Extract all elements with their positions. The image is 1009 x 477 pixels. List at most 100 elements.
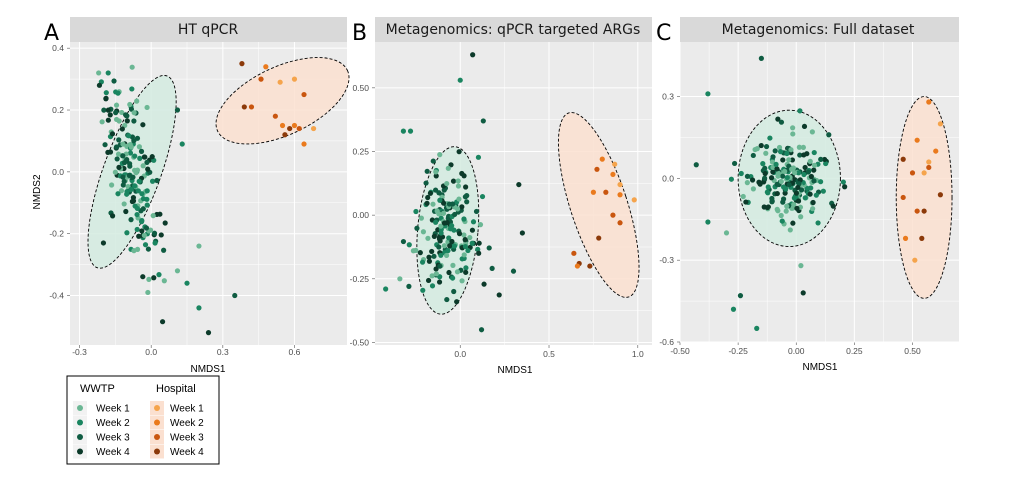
wwtp-point (470, 52, 476, 58)
wwtp-point (410, 248, 417, 254)
wwtp-point (778, 212, 784, 219)
wwtp-point (789, 157, 796, 163)
wwtp-point (119, 126, 125, 132)
wwtp-point (113, 110, 119, 116)
wwtp-point (127, 101, 133, 108)
wwtp-point (121, 178, 127, 185)
wwtp-point (441, 220, 447, 226)
wwtp-point (790, 125, 796, 131)
hospital-point (937, 121, 944, 127)
wwtp-point (131, 118, 137, 124)
wwtp-point (475, 154, 482, 160)
wwtp-point (450, 262, 456, 268)
panel-c-xlabel: NMDS1 (802, 362, 837, 373)
panel-c-title: Metagenomics: Full dataset (722, 22, 915, 38)
wwtp-point (141, 232, 147, 238)
wwtp-point (179, 141, 185, 147)
panel-b-plot-area: 0.0 0.5 1.0 -0.50 -0.25 0.00 0.25 0.50 (350, 42, 652, 359)
wwtp-point (131, 138, 137, 144)
wwtp-point (764, 204, 771, 211)
panel-c-letter: C (656, 21, 671, 46)
wwtp-point (105, 107, 111, 113)
wwtp-point (826, 132, 832, 138)
wwtp-point (124, 118, 130, 124)
wwtp-point (810, 199, 816, 206)
wwtp-point (802, 164, 808, 171)
wwtp-point (431, 233, 437, 239)
wwtp-point (138, 148, 145, 154)
x-tick-label: 0.5 (543, 349, 555, 359)
hospital-point (610, 171, 616, 178)
x-tick-label: 0.0 (454, 349, 466, 359)
wwtp-point (479, 193, 486, 200)
wwtp-point (120, 174, 126, 180)
wwtp-point (461, 216, 467, 222)
x-tick-label: -0.25 (728, 346, 748, 356)
wwtp-point (808, 173, 814, 180)
hospital-point (301, 91, 307, 98)
hospital-ellipse (895, 96, 953, 299)
wwtp-point (808, 185, 814, 191)
wwtp-point (109, 213, 116, 219)
wwtp-point (776, 144, 783, 151)
wwtp-point (142, 154, 148, 160)
wwtp-point (145, 166, 151, 172)
wwtp-point (462, 243, 469, 250)
wwtp-point (131, 167, 138, 173)
wwtp-point (774, 166, 780, 172)
wwtp-point (433, 173, 439, 179)
wwtp-point (127, 161, 133, 167)
legend-wwtp-label: Week 1 (96, 404, 130, 415)
wwtp-point (429, 248, 435, 255)
hospital-point (258, 76, 264, 82)
panel-b-xlabel: NMDS1 (497, 365, 532, 376)
wwtp-point (134, 226, 140, 233)
wwtp-point (778, 178, 784, 185)
y-tick-label: -0.3 (659, 255, 674, 265)
wwtp-point (481, 281, 487, 287)
wwtp-point (818, 156, 824, 162)
wwtp-point (109, 131, 116, 137)
wwtp-point (139, 218, 145, 224)
wwtp-point (821, 156, 828, 163)
wwtp-point (96, 70, 102, 76)
x-tick-label: 0.25 (846, 346, 863, 356)
wwtp-point (438, 223, 444, 229)
wwtp-point (763, 143, 770, 150)
wwtp-point (760, 161, 766, 167)
wwtp-point (158, 232, 164, 238)
wwtp-point (801, 152, 807, 158)
hospital-point (596, 235, 602, 241)
hospital-point (921, 208, 927, 214)
wwtp-point (790, 131, 796, 137)
wwtp-point (129, 86, 135, 92)
wwtp-point (813, 192, 819, 198)
wwtp-point (430, 158, 436, 164)
wwtp-point (137, 155, 143, 161)
wwtp-point (418, 215, 424, 221)
wwtp-point (798, 214, 804, 220)
wwtp-point (749, 177, 756, 183)
legend-hospital-marker (154, 419, 160, 426)
wwtp-point (128, 186, 134, 193)
wwtp-point (136, 233, 142, 239)
wwtp-point (151, 230, 158, 236)
wwtp-point (448, 162, 454, 168)
hospital-point (587, 263, 593, 269)
wwtp-point (830, 203, 836, 209)
wwtp-point (107, 149, 114, 155)
wwtp-point (425, 277, 432, 284)
wwtp-point (400, 128, 407, 134)
wwtp-point (473, 208, 480, 215)
wwtp-point (451, 288, 457, 295)
wwtp-point (765, 184, 771, 190)
hospital-point (900, 194, 906, 201)
wwtp-point (461, 252, 467, 258)
wwtp-point (774, 190, 780, 197)
wwtp-point (157, 211, 163, 217)
wwtp-point (437, 152, 443, 158)
wwtp-point (140, 274, 146, 280)
hospital-point (900, 156, 906, 162)
y-tick-label: 0.00 (352, 210, 369, 220)
wwtp-point (445, 165, 451, 171)
